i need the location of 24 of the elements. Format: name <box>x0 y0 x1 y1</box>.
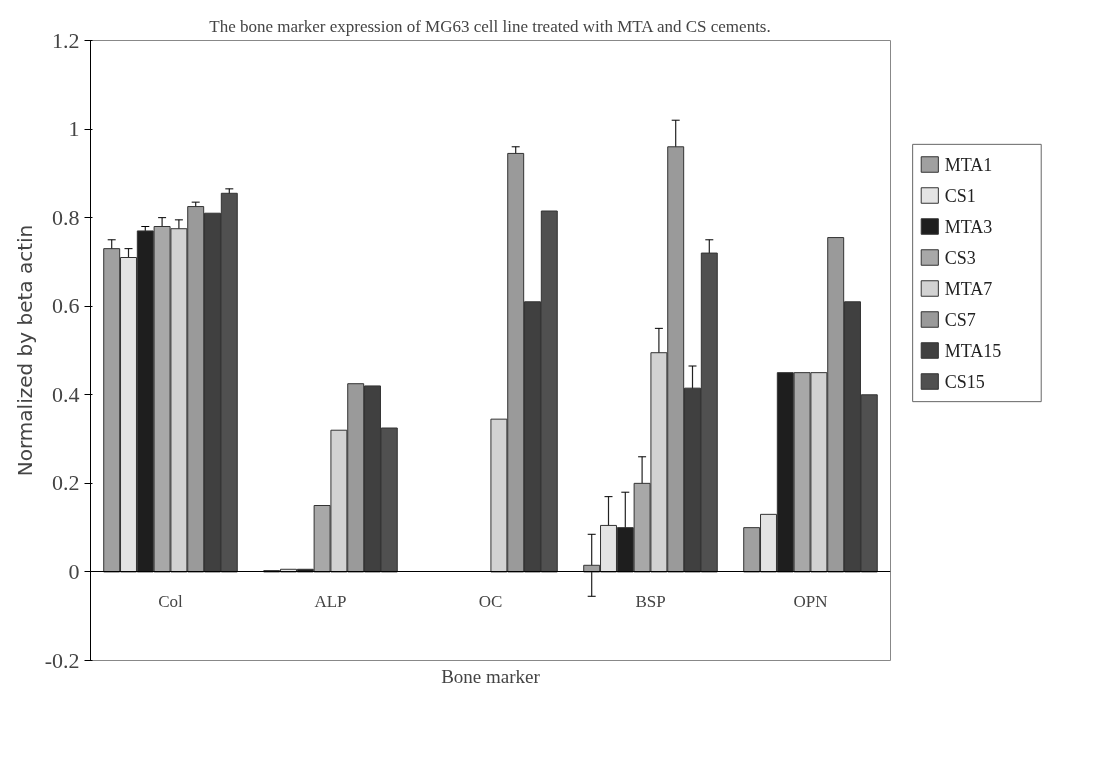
x-tick-label: ALP <box>314 591 347 611</box>
legend-label: MTA3 <box>944 216 993 237</box>
y-tick-label: 0.4 <box>52 381 80 407</box>
legend-label: MTA7 <box>944 278 993 299</box>
y-tick-label: -0.2 <box>44 647 80 673</box>
legend-label: CS15 <box>944 371 985 392</box>
legend-label: CS7 <box>944 309 976 330</box>
y-axis-title: Normalized by beta actin <box>12 224 37 477</box>
legend-label: CS1 <box>944 185 976 206</box>
chart-title: The bone marker expression of MG63 cell line treated with MTA and CS cements. <box>209 16 771 36</box>
y-tick-label: 0.2 <box>52 470 80 496</box>
x-tick-label: Col <box>158 591 184 611</box>
y-tick-label: 0.8 <box>52 204 80 230</box>
y-tick-label: 1.2 <box>52 27 80 53</box>
y-tick-label: 0.6 <box>52 293 80 319</box>
y-tick-label: 0 <box>68 558 80 584</box>
legend-label: MTA15 <box>944 340 1002 361</box>
x-tick-label: BSP <box>635 591 666 611</box>
y-tick-label: 1 <box>68 116 80 142</box>
legend-label: CS3 <box>944 247 976 268</box>
x-tick-label: OPN <box>793 591 828 611</box>
x-tick-label: OC <box>478 591 503 611</box>
x-axis-title: Bone marker <box>441 665 541 687</box>
legend-label: MTA1 <box>944 154 993 175</box>
